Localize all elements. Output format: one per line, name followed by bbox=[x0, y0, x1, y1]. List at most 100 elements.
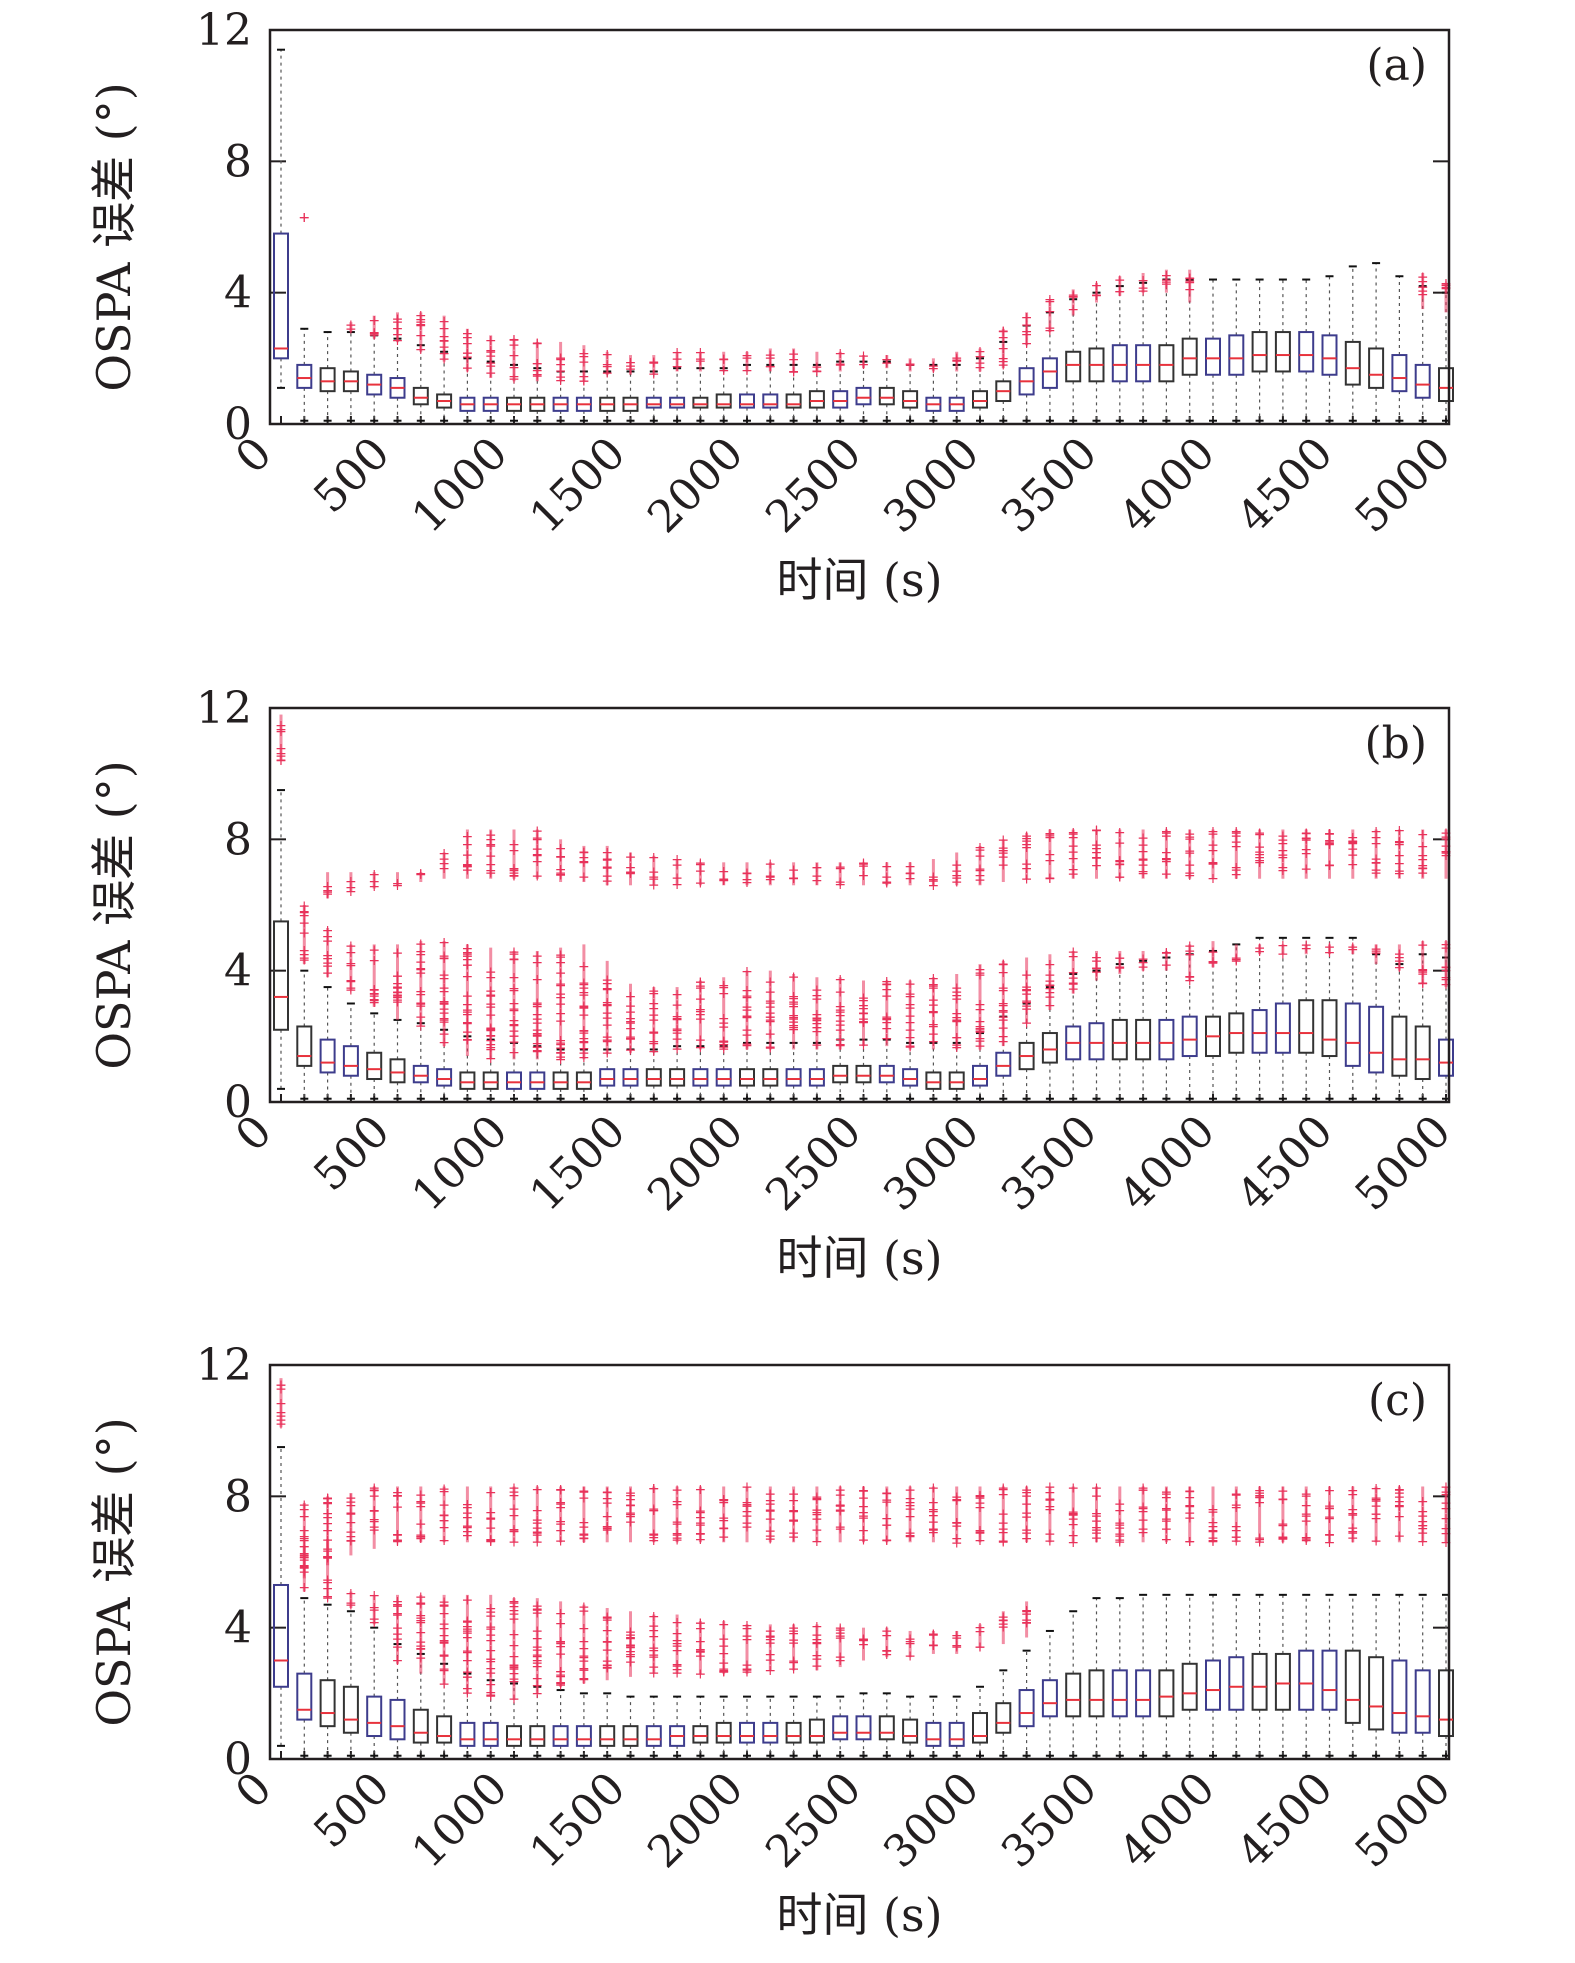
x-tick-label: 2000 bbox=[638, 1763, 753, 1878]
box bbox=[855, 1064, 872, 1084]
x-tick-label: 4000 bbox=[1110, 1106, 1225, 1221]
box bbox=[739, 393, 755, 409]
box bbox=[1158, 344, 1175, 383]
box bbox=[1298, 331, 1315, 373]
box bbox=[1391, 354, 1408, 393]
box bbox=[389, 1058, 406, 1084]
box bbox=[808, 390, 825, 409]
box bbox=[762, 1068, 779, 1087]
x-tick-label: 2500 bbox=[756, 428, 871, 543]
y-tick-label: 0 bbox=[224, 1734, 252, 1785]
box bbox=[1065, 350, 1082, 383]
box bbox=[1088, 1669, 1105, 1718]
box bbox=[552, 1071, 569, 1090]
y-tick-label: 0 bbox=[224, 399, 252, 450]
box bbox=[785, 1721, 802, 1744]
outlier-upper: + bbox=[1021, 871, 1033, 887]
x-tick-label: 2500 bbox=[756, 1763, 871, 1878]
box bbox=[1321, 334, 1338, 376]
box bbox=[506, 1071, 522, 1090]
box bbox=[273, 920, 289, 1031]
plot-frame bbox=[268, 28, 1451, 426]
box bbox=[785, 1068, 802, 1087]
x-tick-label: 500 bbox=[304, 1106, 399, 1201]
box bbox=[972, 390, 988, 409]
box bbox=[1368, 1005, 1385, 1074]
x-tick-label: 4500 bbox=[1228, 1763, 1343, 1878]
box bbox=[878, 1715, 895, 1741]
box bbox=[715, 1721, 732, 1744]
outlier: + bbox=[1184, 973, 1196, 989]
x-tick-label: 2000 bbox=[638, 428, 753, 543]
box bbox=[1041, 1032, 1058, 1064]
y-axis-title: OSPA 误差 (°) bbox=[87, 760, 141, 1069]
plot-frame bbox=[268, 706, 1451, 1104]
box bbox=[1344, 1649, 1361, 1724]
panel-label: (b) bbox=[1365, 718, 1428, 769]
box bbox=[1438, 367, 1454, 403]
outlier: + bbox=[695, 1667, 707, 1683]
outlier: + bbox=[298, 210, 310, 226]
box bbox=[1088, 1022, 1105, 1061]
box bbox=[902, 1718, 919, 1744]
box bbox=[296, 1025, 313, 1067]
x-tick-label: 5000 bbox=[1346, 428, 1461, 543]
x-axis-title: 时间 (s) bbox=[776, 1231, 942, 1285]
box bbox=[645, 396, 662, 409]
box bbox=[715, 1068, 732, 1087]
box bbox=[622, 1068, 639, 1087]
box bbox=[482, 1721, 499, 1747]
box bbox=[1368, 347, 1385, 389]
box bbox=[342, 1685, 359, 1734]
outlier-upper: + bbox=[392, 878, 404, 894]
box bbox=[412, 1064, 429, 1084]
box bbox=[878, 1064, 895, 1084]
outlier-upper: + bbox=[1114, 1534, 1126, 1550]
box bbox=[1274, 331, 1291, 373]
x-tick-label: 500 bbox=[304, 1763, 399, 1858]
box bbox=[948, 1721, 965, 1747]
y-tick-label: 4 bbox=[224, 268, 252, 319]
box bbox=[599, 1068, 616, 1087]
box bbox=[739, 1068, 755, 1087]
box bbox=[1251, 331, 1268, 373]
box bbox=[785, 393, 802, 409]
outlier: + bbox=[601, 1045, 613, 1061]
x-tick-label: 2000 bbox=[638, 1106, 753, 1221]
box bbox=[972, 1712, 988, 1744]
y-tick-label: 4 bbox=[224, 946, 252, 997]
box bbox=[296, 363, 313, 389]
box bbox=[995, 1702, 1012, 1734]
outlier-upper: + bbox=[531, 1534, 543, 1550]
box bbox=[1321, 1649, 1338, 1711]
box bbox=[1438, 1038, 1454, 1077]
box bbox=[762, 393, 779, 409]
box bbox=[1135, 1669, 1152, 1718]
box bbox=[459, 1721, 476, 1747]
x-tick-label: 1500 bbox=[520, 428, 635, 543]
x-tick-label: 3500 bbox=[992, 428, 1107, 543]
box bbox=[1228, 1656, 1245, 1711]
box bbox=[1438, 1669, 1454, 1738]
box bbox=[1344, 340, 1361, 386]
box bbox=[832, 1064, 849, 1084]
box bbox=[808, 1718, 825, 1744]
x-tick-label: 4000 bbox=[1110, 1763, 1225, 1878]
box bbox=[366, 1051, 383, 1081]
box bbox=[1135, 344, 1152, 383]
outlier-upper: + bbox=[648, 878, 660, 894]
outlier: + bbox=[764, 1663, 776, 1679]
box bbox=[436, 1715, 453, 1744]
x-tick-label: 3000 bbox=[874, 1106, 989, 1221]
x-axis-title: 时间 (s) bbox=[776, 553, 942, 607]
box bbox=[1368, 1656, 1385, 1731]
x-axis-title: 时间 (s) bbox=[776, 1888, 942, 1942]
box bbox=[1158, 1018, 1175, 1061]
x-tick-label: 1000 bbox=[402, 428, 517, 543]
x-tick-label: 3500 bbox=[992, 1763, 1107, 1878]
y-tick-label: 12 bbox=[196, 1340, 252, 1391]
box bbox=[715, 393, 732, 409]
outlier-upper: + bbox=[1207, 871, 1219, 887]
box bbox=[1298, 999, 1315, 1054]
